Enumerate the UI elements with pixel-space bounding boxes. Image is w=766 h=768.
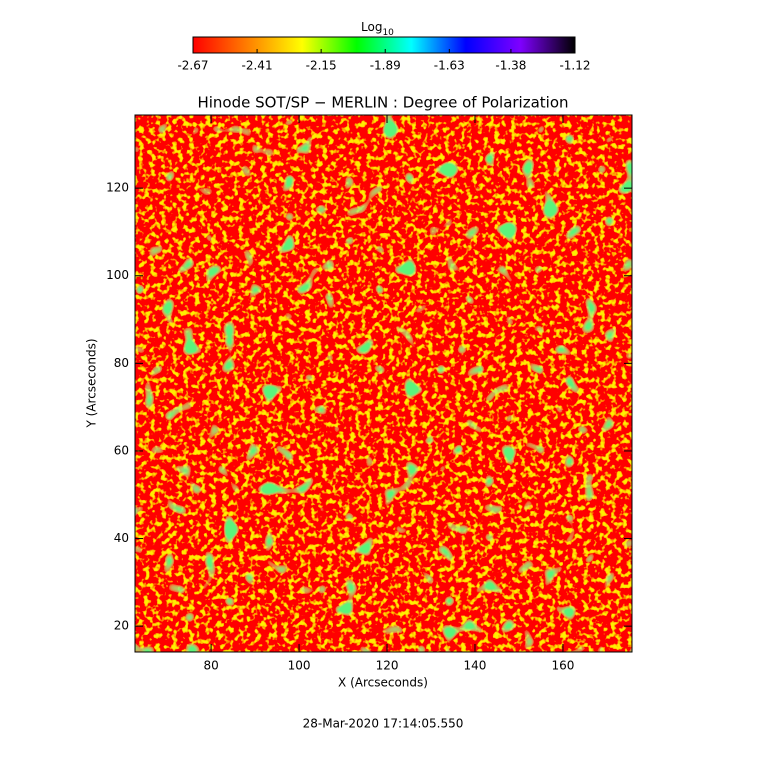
footer: 28-Mar-2020 17:14:05.550 bbox=[303, 717, 464, 731]
colorbar-label-sub: 10 bbox=[382, 28, 394, 38]
y-tick-label: 120 bbox=[106, 181, 129, 195]
x-tick-label: 160 bbox=[551, 659, 574, 673]
colorbar-tick-label: -1.12 bbox=[559, 59, 590, 73]
colorbar-tick-label: -2.41 bbox=[242, 59, 273, 73]
plot-frame bbox=[134, 114, 633, 653]
colorbar-tick-label: -2.15 bbox=[306, 59, 337, 73]
colorbar-tick-label: -1.38 bbox=[495, 59, 526, 73]
colorbar bbox=[192, 36, 576, 54]
y-tick-label: 80 bbox=[114, 356, 129, 370]
y-tick-label: 60 bbox=[114, 443, 129, 457]
heatmap-image bbox=[135, 115, 632, 652]
y-axis-label: Y (Arcseconds) bbox=[85, 338, 99, 428]
colorbar-tick-label: -1.63 bbox=[434, 59, 465, 73]
x-tick-label: 80 bbox=[203, 659, 218, 673]
colorbar-tick-label: -1.89 bbox=[370, 59, 401, 73]
y-tick-label: 20 bbox=[114, 619, 129, 633]
colorbar-tick-label: -2.67 bbox=[177, 59, 208, 73]
x-tick-label: 120 bbox=[376, 659, 399, 673]
chart-title: Hinode SOT/SP − MERLIN : Degree of Polar… bbox=[197, 94, 568, 112]
y-tick-label: 40 bbox=[114, 531, 129, 545]
colorbar-label-main: Log bbox=[361, 20, 382, 34]
colorbar-label: Log10 bbox=[361, 20, 394, 38]
x-tick-label: 140 bbox=[464, 659, 487, 673]
x-tick-label: 100 bbox=[288, 659, 311, 673]
y-tick-label: 100 bbox=[106, 268, 129, 282]
x-axis-label: X (Arcseconds) bbox=[338, 676, 428, 690]
